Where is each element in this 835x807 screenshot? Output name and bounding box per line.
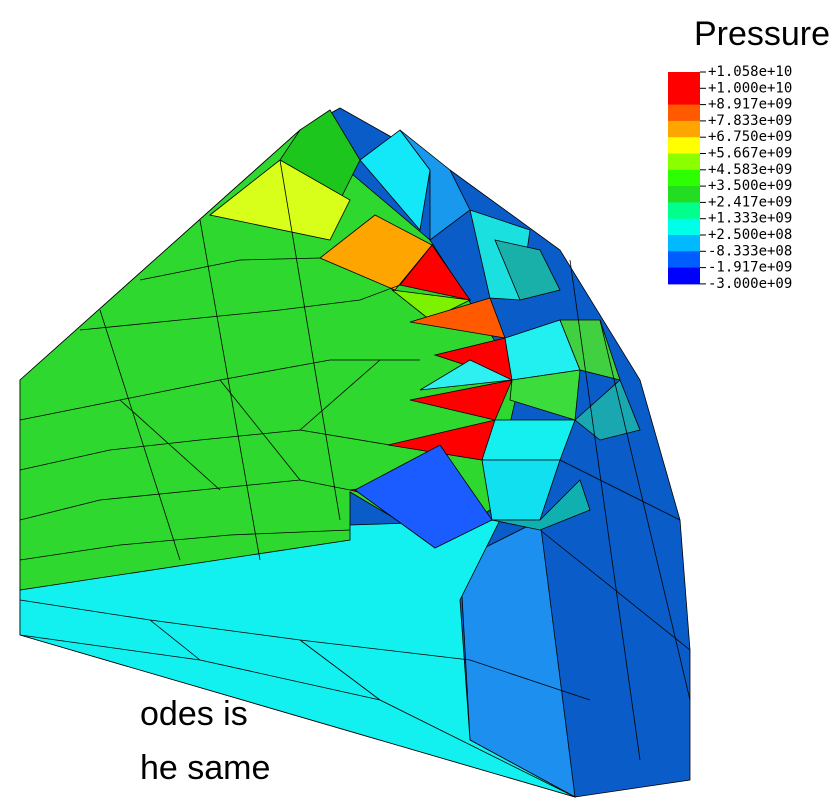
legend-label: +5.667e+09 — [708, 146, 792, 162]
legend-label: +3.500e+09 — [708, 178, 792, 194]
legend-label: +4.583e+09 — [708, 162, 792, 178]
legend-band — [668, 154, 700, 171]
legend-band — [668, 72, 700, 89]
viewport: Pressure +1.058e+10+1.000e+10+8.917e+09+… — [0, 0, 835, 807]
legend-label: -1.917e+09 — [708, 260, 792, 276]
legend-label: +6.750e+09 — [708, 129, 792, 145]
legend-band — [668, 105, 700, 122]
legend-label: +1.058e+10 — [708, 64, 792, 80]
legend-band — [668, 170, 700, 187]
legend-label: -3.000e+09 — [708, 276, 792, 292]
legend-band — [668, 137, 700, 154]
legend-label: +1.000e+10 — [708, 80, 792, 96]
legend-band — [668, 121, 700, 138]
legend: +1.058e+10+1.000e+10+8.917e+09+7.833e+09… — [668, 64, 792, 292]
legend-label: -8.333e+08 — [708, 243, 792, 259]
legend-band — [668, 202, 700, 219]
legend-band — [668, 186, 700, 203]
mesh-model — [20, 108, 690, 797]
legend-title: Pressure — [694, 15, 830, 53]
legend-band — [668, 251, 700, 268]
legend-band — [668, 268, 700, 285]
legend-label: +2.417e+09 — [708, 194, 792, 210]
legend-label: +8.917e+09 — [708, 97, 792, 113]
legend-band — [668, 88, 700, 105]
legend-label: +2.500e+08 — [708, 227, 792, 243]
legend-band — [668, 235, 700, 252]
legend-label: +7.833e+09 — [708, 113, 792, 129]
legend-label: +1.333e+09 — [708, 211, 792, 227]
legend-band — [668, 219, 700, 236]
caption-line: odes is — [140, 695, 248, 733]
cyan-patch — [482, 420, 575, 460]
page: {"title": "Pressure", "legend": {"labels… — [0, 0, 835, 807]
caption-line: he same — [140, 749, 270, 787]
